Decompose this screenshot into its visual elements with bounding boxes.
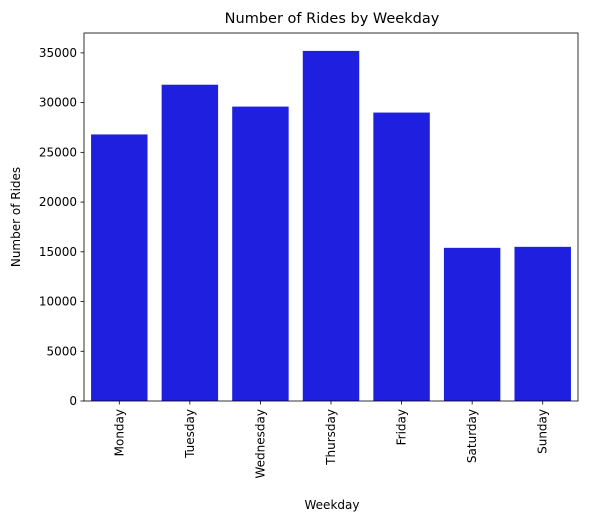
x-tick-label-tuesday: Tuesday xyxy=(183,409,197,459)
bar-saturday xyxy=(443,247,501,401)
bar-tuesday xyxy=(161,84,219,401)
x-tick-label-saturday: Saturday xyxy=(465,409,479,463)
bar-thursday xyxy=(302,50,360,401)
x-tick-label-monday: Monday xyxy=(112,409,126,456)
y-axis: 0 5000 10000 15000 20000 25000 30000 35000 xyxy=(39,46,84,408)
chart-title: Number of Rides by Weekday xyxy=(225,11,440,27)
y-tick-label: 0 xyxy=(69,394,77,408)
x-tick-label-thursday: Thursday xyxy=(324,409,338,466)
y-tick-label: 5000 xyxy=(46,344,77,358)
y-tick-label: 10000 xyxy=(39,295,77,309)
y-tick-label: 25000 xyxy=(39,145,77,159)
x-tick-label-wednesday: Wednesday xyxy=(253,409,267,478)
x-axis-label: Weekday xyxy=(305,498,360,512)
y-tick-label: 30000 xyxy=(39,96,77,110)
bar-sunday xyxy=(514,246,571,401)
y-tick-label: 15000 xyxy=(39,245,77,259)
bar-friday xyxy=(373,112,430,401)
bar-monday xyxy=(91,134,148,401)
plot-area xyxy=(83,32,579,402)
x-axis: Monday Tuesday Wednesday Thursday Friday Satu… xyxy=(112,401,550,478)
y-tick-label: 35000 xyxy=(39,46,77,60)
x-tick-label-sunday: Sunday xyxy=(536,409,550,454)
y-tick-label: 20000 xyxy=(39,195,77,209)
y-axis-label: Number of Rides xyxy=(9,167,23,267)
bar-wednesday xyxy=(232,106,289,401)
x-tick-label-friday: Friday xyxy=(395,409,409,445)
